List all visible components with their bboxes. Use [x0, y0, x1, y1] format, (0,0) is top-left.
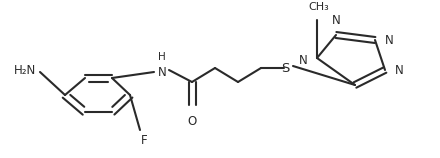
Text: N: N	[332, 14, 341, 27]
Text: N: N	[395, 64, 404, 76]
Text: CH₃: CH₃	[308, 2, 330, 12]
Text: N: N	[158, 66, 166, 79]
Text: O: O	[187, 115, 197, 128]
Text: F: F	[141, 134, 147, 147]
Text: H: H	[158, 52, 166, 62]
Text: H₂N: H₂N	[14, 64, 36, 76]
Text: N: N	[385, 33, 394, 46]
Text: S: S	[281, 61, 289, 75]
Text: N: N	[299, 54, 308, 67]
